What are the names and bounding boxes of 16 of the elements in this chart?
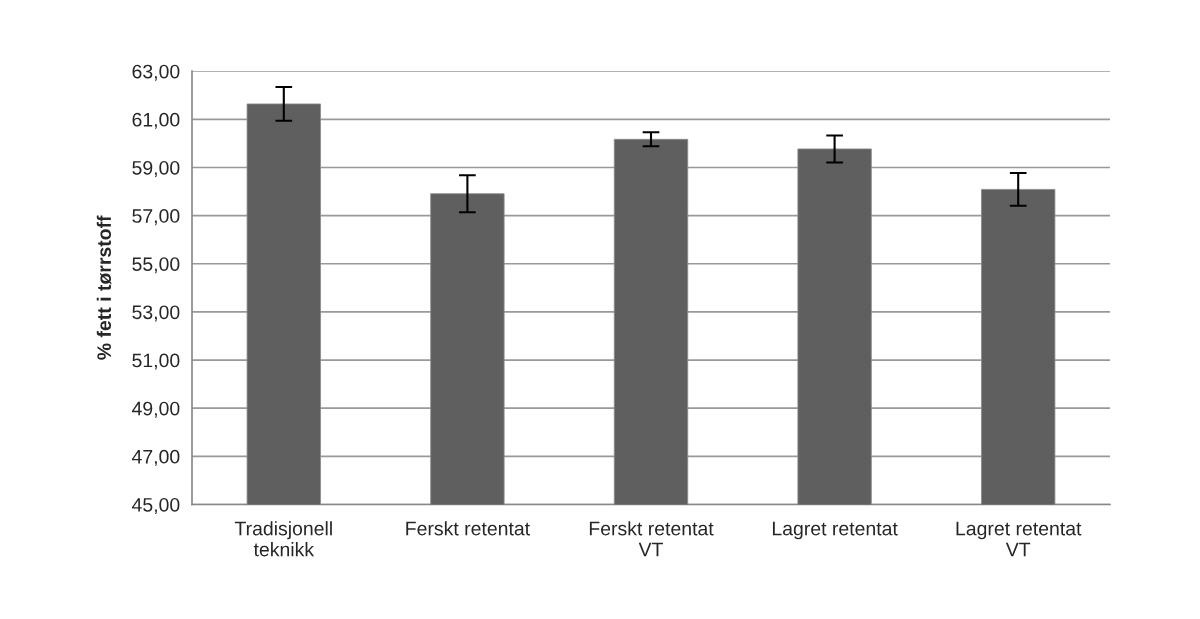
y-tick-label: 47,00 xyxy=(131,449,180,466)
y-tick-label: 53,00 xyxy=(132,305,180,322)
x-tick-label: Lagret retentat xyxy=(772,521,898,540)
y-tick-label: 55,00 xyxy=(132,257,180,274)
x-tick-label: Ferskt retentat VT xyxy=(589,521,714,557)
x-tick-label: Ferskt retentat xyxy=(406,521,530,536)
x-tick-label: Tradisjonell teknikk xyxy=(234,521,332,557)
x-tick-label: Lagret retentat VT xyxy=(956,521,1082,557)
y-tick-label: 57,00 xyxy=(132,209,180,226)
y-tick-label: 61,00 xyxy=(132,112,180,129)
y-tick-label: 63,00 xyxy=(132,64,180,81)
y-tick-label: 51,00 xyxy=(132,353,180,370)
y-tick-label: 49,00 xyxy=(131,401,180,418)
y-tick-label: 45,00 xyxy=(131,497,180,515)
y-axis-title: % fett i tørrstoff xyxy=(96,215,112,360)
y-tick-label: 59,00 xyxy=(132,160,180,178)
